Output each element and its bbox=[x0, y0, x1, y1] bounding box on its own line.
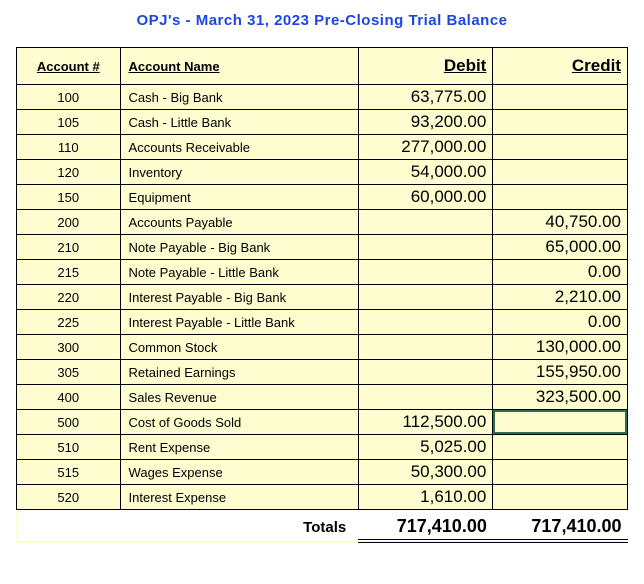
cell-account-number: 300 bbox=[17, 335, 121, 360]
cell-debit: 60,000.00 bbox=[358, 185, 493, 210]
cell-account-name: Cost of Goods Sold bbox=[120, 410, 358, 435]
cell-account-name: Retained Earnings bbox=[120, 360, 358, 385]
cell-credit: 130,000.00 bbox=[493, 335, 628, 360]
table-row: 120Inventory54,000.00 bbox=[17, 160, 628, 185]
cell-account-number: 510 bbox=[17, 435, 121, 460]
cell-credit bbox=[493, 160, 628, 185]
totals-row: Totals 717,410.00 717,410.00 bbox=[17, 510, 628, 542]
cell-credit: 65,000.00 bbox=[493, 235, 628, 260]
cell-credit bbox=[493, 85, 628, 110]
cell-account-number: 150 bbox=[17, 185, 121, 210]
cell-account-number: 215 bbox=[17, 260, 121, 285]
cell-account-name: Rent Expense bbox=[120, 435, 358, 460]
cell-account-number: 515 bbox=[17, 460, 121, 485]
cell-account-number: 210 bbox=[17, 235, 121, 260]
header-debit: Debit bbox=[358, 48, 493, 85]
cell-debit: 5,025.00 bbox=[358, 435, 493, 460]
cell-account-name: Wages Expense bbox=[120, 460, 358, 485]
table-row: 150Equipment60,000.00 bbox=[17, 185, 628, 210]
cell-account-name: Interest Payable - Little Bank bbox=[120, 310, 358, 335]
cell-account-number: 500 bbox=[17, 410, 121, 435]
table-row: 110Accounts Receivable277,000.00 bbox=[17, 135, 628, 160]
table-row: 100Cash - Big Bank63,775.00 bbox=[17, 85, 628, 110]
cell-debit bbox=[358, 385, 493, 410]
table-row: 520Interest Expense1,610.00 bbox=[17, 485, 628, 510]
cell-debit: 54,000.00 bbox=[358, 160, 493, 185]
trial-balance-table: Account # Account Name Debit Credit 100C… bbox=[16, 47, 628, 543]
cell-credit bbox=[493, 135, 628, 160]
table-row: 400Sales Revenue 323,500.00 bbox=[17, 385, 628, 410]
cell-debit: 93,200.00 bbox=[358, 110, 493, 135]
cell-account-number: 220 bbox=[17, 285, 121, 310]
cell-account-name: Common Stock bbox=[120, 335, 358, 360]
cell-account-number: 305 bbox=[17, 360, 121, 385]
cell-credit bbox=[493, 460, 628, 485]
cell-account-name: Sales Revenue bbox=[120, 385, 358, 410]
table-row: 305Retained Earnings 155,950.00 bbox=[17, 360, 628, 385]
cell-debit bbox=[358, 285, 493, 310]
cell-account-name: Inventory bbox=[120, 160, 358, 185]
cell-debit bbox=[358, 310, 493, 335]
cell-credit bbox=[493, 185, 628, 210]
cell-debit: 277,000.00 bbox=[358, 135, 493, 160]
table-row: 515Wages Expense50,300.00 bbox=[17, 460, 628, 485]
cell-debit: 63,775.00 bbox=[358, 85, 493, 110]
cell-account-name: Equipment bbox=[120, 185, 358, 210]
cell-account-number: 100 bbox=[17, 85, 121, 110]
cell-debit bbox=[358, 260, 493, 285]
table-row: 220Interest Payable - Big Bank 2,210.00 bbox=[17, 285, 628, 310]
cell-account-number: 225 bbox=[17, 310, 121, 335]
header-row: Account # Account Name Debit Credit bbox=[17, 48, 628, 85]
cell-account-name: Note Payable - Big Bank bbox=[120, 235, 358, 260]
cell-account-name: Cash - Little Bank bbox=[120, 110, 358, 135]
table-row: 510Rent Expense5,025.00 bbox=[17, 435, 628, 460]
cell-account-name: Cash - Big Bank bbox=[120, 85, 358, 110]
cell-credit: 0.00 bbox=[493, 260, 628, 285]
table-row: 210Note Payable - Big Bank 65,000.00 bbox=[17, 235, 628, 260]
table-row: 225Interest Payable - Little Bank 0.00 bbox=[17, 310, 628, 335]
cell-account-number: 520 bbox=[17, 485, 121, 510]
header-credit: Credit bbox=[493, 48, 628, 85]
cell-account-name: Note Payable - Little Bank bbox=[120, 260, 358, 285]
cell-credit: 40,750.00 bbox=[493, 210, 628, 235]
cell-account-number: 200 bbox=[17, 210, 121, 235]
header-account-number: Account # bbox=[17, 48, 121, 85]
cell-credit: 0.00 bbox=[493, 310, 628, 335]
cell-debit: 112,500.00 bbox=[358, 410, 493, 435]
cell-account-name: Accounts Payable bbox=[120, 210, 358, 235]
cell-credit: 155,950.00 bbox=[493, 360, 628, 385]
cell-account-number: 110 bbox=[17, 135, 121, 160]
cell-account-number: 120 bbox=[17, 160, 121, 185]
cell-debit bbox=[358, 335, 493, 360]
cell-account-number: 400 bbox=[17, 385, 121, 410]
cell-account-number: 105 bbox=[17, 110, 121, 135]
totals-label: Totals bbox=[17, 510, 359, 542]
cell-credit bbox=[493, 410, 628, 435]
cell-credit bbox=[493, 435, 628, 460]
cell-debit bbox=[358, 210, 493, 235]
cell-account-name: Accounts Receivable bbox=[120, 135, 358, 160]
cell-debit: 1,610.00 bbox=[358, 485, 493, 510]
cell-debit: 50,300.00 bbox=[358, 460, 493, 485]
cell-credit bbox=[493, 110, 628, 135]
page-title: OPJ's - March 31, 2023 Pre-Closing Trial… bbox=[16, 8, 628, 47]
table-row: 215Note Payable - Little Bank 0.00 bbox=[17, 260, 628, 285]
cell-account-name: Interest Payable - Big Bank bbox=[120, 285, 358, 310]
cell-credit: 2,210.00 bbox=[493, 285, 628, 310]
cell-debit bbox=[358, 360, 493, 385]
table-row: 200Accounts Payable 40,750.00 bbox=[17, 210, 628, 235]
table-row: 105Cash - Little Bank93,200.00 bbox=[17, 110, 628, 135]
table-row: 300Common Stock 130,000.00 bbox=[17, 335, 628, 360]
totals-credit: 717,410.00 bbox=[493, 510, 628, 542]
table-row: 500Cost of Goods Sold112,500.00 bbox=[17, 410, 628, 435]
cell-account-name: Interest Expense bbox=[120, 485, 358, 510]
totals-debit: 717,410.00 bbox=[358, 510, 493, 542]
cell-debit bbox=[358, 235, 493, 260]
cell-credit bbox=[493, 485, 628, 510]
header-account-name: Account Name bbox=[120, 48, 358, 85]
cell-credit: 323,500.00 bbox=[493, 385, 628, 410]
